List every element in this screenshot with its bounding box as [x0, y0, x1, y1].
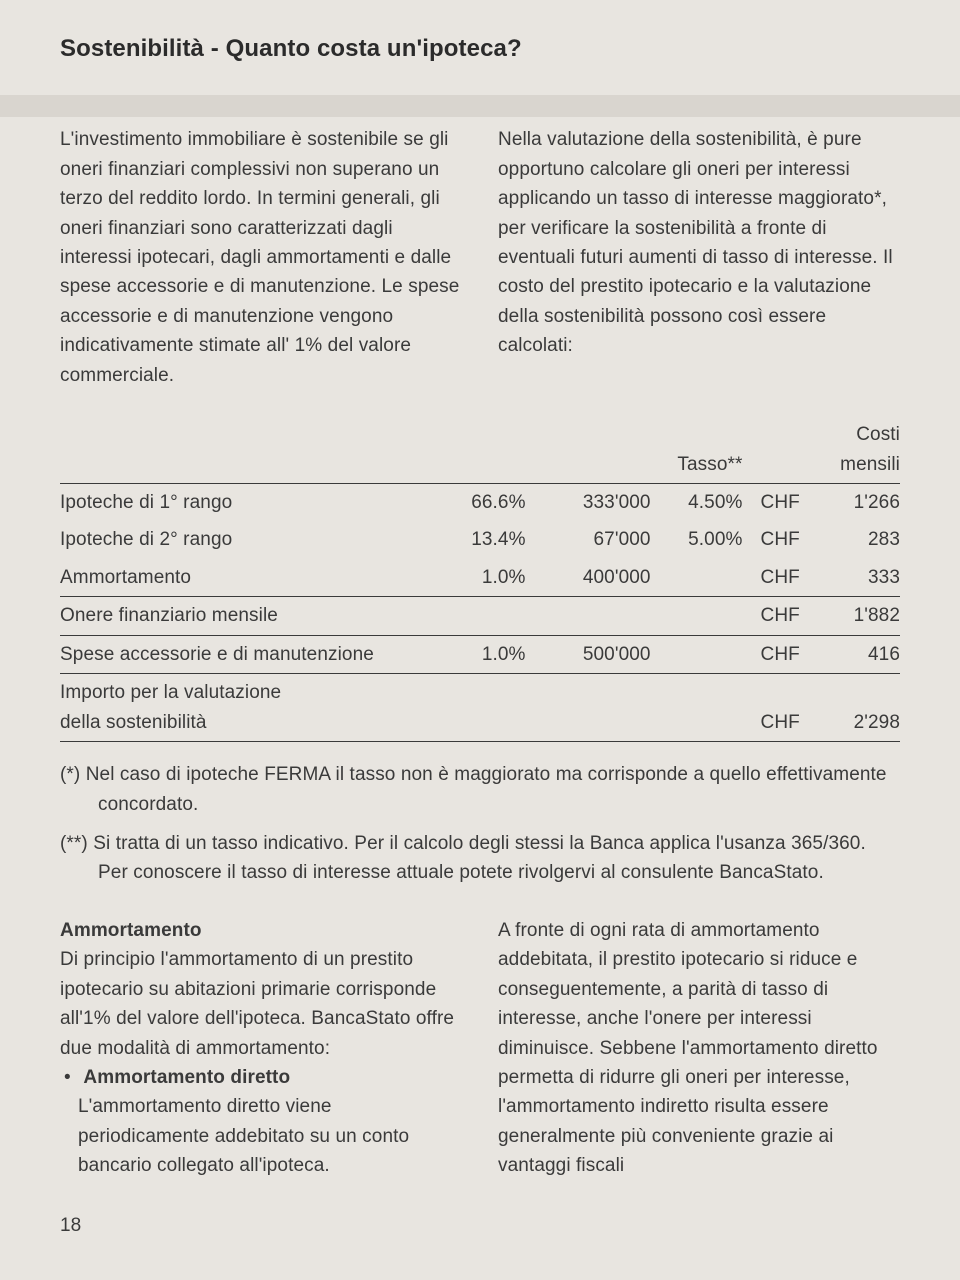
intro-right: Nella valutazione della sostenibilità, è…	[498, 125, 900, 390]
table-cell: CHF	[743, 484, 800, 522]
table-cell: Ammortamento	[60, 559, 434, 597]
cost-table: Tasso** Costi mensili Ipoteche di 1° ran…	[60, 416, 900, 742]
table-cell: 333'000	[526, 484, 651, 522]
table-cell: 500'000	[526, 635, 651, 673]
table-cell	[434, 674, 526, 742]
table-row: Ipoteche di 1° rango66.6%333'0004.50%CHF…	[60, 484, 900, 522]
table-cell: 283	[800, 521, 900, 558]
table-cell: Onere finanziario mensile	[60, 597, 434, 635]
table-cell	[651, 559, 743, 597]
intro-columns: L'investimento immobiliare è sostenibile…	[60, 125, 900, 390]
table-cell: 400'000	[526, 559, 651, 597]
table-row: Onere finanziario mensile CHF1'882	[60, 597, 900, 635]
table-cell: CHF	[743, 597, 800, 635]
ammort-bullet-label: Ammortamento diretto	[83, 1067, 290, 1088]
table-row: Importo per la valutazionedella sostenib…	[60, 674, 900, 742]
table-cell	[651, 635, 743, 673]
table-cell	[651, 597, 743, 635]
table-cell: 1'266	[800, 484, 900, 522]
table-cell: 2'298	[800, 674, 900, 742]
table-cell: CHF	[743, 674, 800, 742]
table-cell	[526, 674, 651, 742]
table-cell: 1'882	[800, 597, 900, 635]
table-cell: CHF	[743, 521, 800, 558]
table-cell: 4.50%	[651, 484, 743, 522]
ammort-left: Ammortamento Di principio l'ammortamento…	[60, 916, 462, 1181]
table-cell: 66.6%	[434, 484, 526, 522]
table-cell: 333	[800, 559, 900, 597]
table-cell: 67'000	[526, 521, 651, 558]
footnote-2-line1: (**) Si tratta di un tasso indicativo. P…	[60, 833, 866, 854]
bullet-marker: •	[64, 1063, 78, 1092]
table-cell: Ipoteche di 2° rango	[60, 521, 434, 558]
table-cell: 13.4%	[434, 521, 526, 558]
table-cell: 1.0%	[434, 635, 526, 673]
table-cell: 416	[800, 635, 900, 673]
footnote-2-line2: Per conoscere il tasso di interesse attu…	[60, 858, 824, 887]
table-cell	[434, 597, 526, 635]
table-cell: Importo per la valutazionedella sostenib…	[60, 674, 434, 742]
footnote-1-line2: concordato.	[60, 790, 198, 819]
table-cell	[651, 674, 743, 742]
col-cost-header: Costi mensili	[800, 416, 900, 483]
table-row: Spese accessorie e di manutenzione1.0%50…	[60, 635, 900, 673]
table-row: Ammortamento1.0%400'000 CHF333	[60, 559, 900, 597]
table-cell: CHF	[743, 635, 800, 673]
footnotes: (*) Nel caso di ipoteche FERMA il tasso …	[60, 760, 900, 888]
page-title: Sostenibilità - Quanto costa un'ipoteca?	[60, 30, 900, 67]
col-rate-header: Tasso**	[651, 416, 743, 483]
ammort-heading: Ammortamento	[60, 920, 202, 941]
ammortamento-columns: Ammortamento Di principio l'ammortamento…	[60, 916, 900, 1181]
table-cell: CHF	[743, 559, 800, 597]
intro-left: L'investimento immobiliare è sostenibile…	[60, 125, 462, 390]
ammort-right: A fronte di ogni rata di ammortamento ad…	[498, 916, 900, 1181]
ammort-bullet-text: L'ammortamento diretto viene periodicame…	[78, 1096, 409, 1176]
ammort-intro: Di principio l'ammortamento di un presti…	[60, 945, 462, 1063]
table-row: Ipoteche di 2° rango13.4%67'0005.00%CHF2…	[60, 521, 900, 558]
footnote-1-line1: (*) Nel caso di ipoteche FERMA il tasso …	[60, 764, 887, 785]
table-cell: Ipoteche di 1° rango	[60, 484, 434, 522]
table-cell: 5.00%	[651, 521, 743, 558]
table-cell: 1.0%	[434, 559, 526, 597]
page-number: 18	[60, 1211, 900, 1240]
table-cell: Spese accessorie e di manutenzione	[60, 635, 434, 673]
divider-band	[0, 95, 960, 117]
table-cell	[526, 597, 651, 635]
